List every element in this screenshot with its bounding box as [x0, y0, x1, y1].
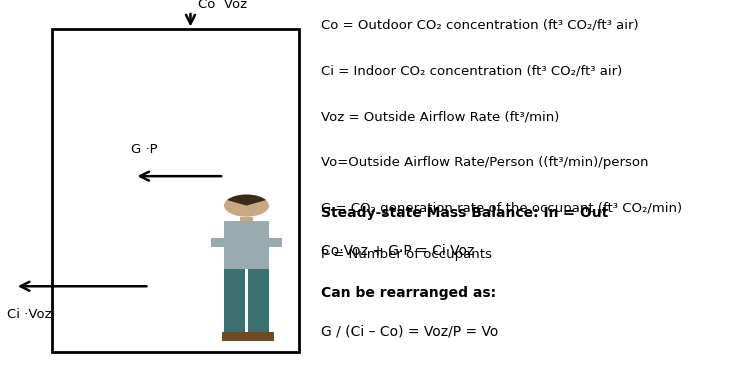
Bar — [211, 238, 282, 247]
Text: Ci = Indoor CO₂ concentration (ft³ CO₂/ft³ air): Ci = Indoor CO₂ concentration (ft³ CO₂/f… — [321, 64, 622, 77]
Bar — [52, 29, 299, 352]
Bar — [240, 217, 253, 221]
Bar — [246, 332, 274, 341]
Bar — [222, 332, 250, 341]
Text: Co = Outdoor CO₂ concentration (ft³ CO₂/ft³ air): Co = Outdoor CO₂ concentration (ft³ CO₂/… — [321, 18, 639, 31]
Text: Voz = Outside Airflow Rate (ft³/min): Voz = Outside Airflow Rate (ft³/min) — [321, 110, 560, 123]
Text: G / (Ci – Co) = Voz/P = Vo: G / (Ci – Co) = Voz/P = Vo — [321, 325, 498, 339]
Text: G = CO₂ generation rate of the occupant (ft³ CO₂/min): G = CO₂ generation rate of the occupant … — [321, 202, 682, 215]
Bar — [224, 221, 269, 269]
Circle shape — [224, 195, 269, 217]
Text: Co  Voz: Co Voz — [198, 0, 247, 11]
Text: P = Number of occupants: P = Number of occupants — [321, 248, 492, 261]
Text: G ·P: G ·P — [131, 143, 158, 156]
Text: Vo=Outside Airflow Rate/Person ((ft³/min)/person: Vo=Outside Airflow Rate/Person ((ft³/min… — [321, 156, 648, 169]
Wedge shape — [227, 195, 266, 206]
Text: Co·Voz + G·P = Ci·Voz: Co·Voz + G·P = Ci·Voz — [321, 244, 474, 258]
Bar — [224, 269, 245, 332]
Text: Ci ·Voz: Ci ·Voz — [7, 308, 52, 321]
Text: Can be rearranged as:: Can be rearranged as: — [321, 286, 496, 300]
Bar — [248, 269, 269, 332]
Text: Steady-state Mass Balance: In = Out: Steady-state Mass Balance: In = Out — [321, 206, 609, 219]
